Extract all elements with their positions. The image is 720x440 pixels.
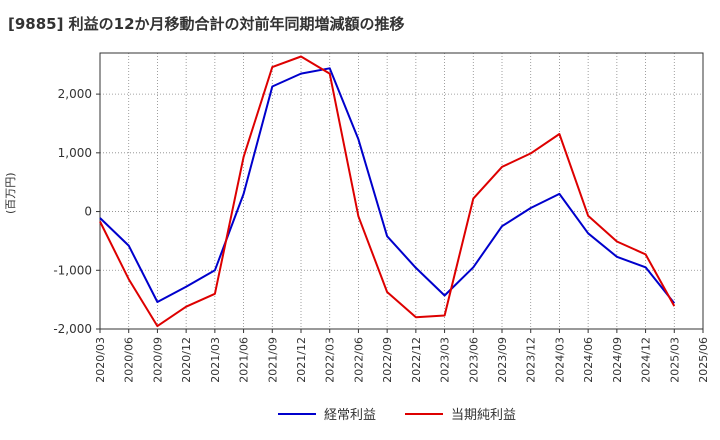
plot-area [100, 53, 703, 329]
x-tick-label: 2023/09 [496, 337, 509, 383]
y-tick-label: 0 [84, 205, 92, 219]
x-tick-label: 2020/12 [180, 337, 193, 383]
x-tick-label: 2021/06 [238, 337, 251, 383]
x-tick-label: 2023/03 [439, 337, 452, 383]
y-tick-label: -1,000 [53, 263, 92, 277]
x-tick-label: 2021/03 [209, 337, 222, 383]
x-tick-label: 2021/12 [295, 337, 308, 383]
x-tick-label: 2022/06 [352, 337, 365, 383]
x-tick-label: 2024/12 [640, 337, 653, 383]
x-tick-label: 2022/09 [381, 337, 394, 383]
series-line-2 [99, 55, 676, 328]
series-line-1 [99, 67, 676, 304]
x-tick-label: 2020/09 [151, 337, 164, 383]
x-tick-label: 2025/03 [668, 337, 681, 383]
x-tick-label: 2024/09 [611, 337, 624, 383]
legend-item-series-2: 当期純利益 [405, 404, 516, 423]
x-tick-label: 2025/06 [697, 337, 710, 383]
legend-swatch-series-2 [405, 412, 443, 415]
x-tick-label: 2023/06 [467, 337, 480, 383]
legend-label-series-2: 当期純利益 [451, 408, 517, 423]
x-tick-label: 2024/03 [553, 337, 566, 383]
x-tick-label: 2023/12 [525, 337, 538, 383]
y-tick-label: 2,000 [58, 87, 92, 101]
legend-swatch-series-1 [278, 412, 316, 415]
chart-title: [9885] 利益の12か月移動合計の対前年同期増減額の推移 [8, 15, 405, 33]
plot-frame [99, 52, 704, 330]
legend-label-series-1: 経常利益 [324, 408, 377, 423]
x-tick-label: 2021/09 [266, 337, 279, 383]
x-tick-label: 2020/06 [123, 337, 136, 383]
x-tick-label: 2024/06 [582, 337, 595, 383]
y-tick-label: 1,000 [58, 146, 92, 160]
x-tick-label: 2020/03 [94, 337, 107, 383]
x-tick-label: 2022/12 [410, 337, 423, 383]
x-tick-label: 2022/03 [324, 337, 337, 383]
y-tick-label: -2,000 [53, 322, 92, 336]
legend-item-series-1: 経常利益 [278, 404, 376, 423]
